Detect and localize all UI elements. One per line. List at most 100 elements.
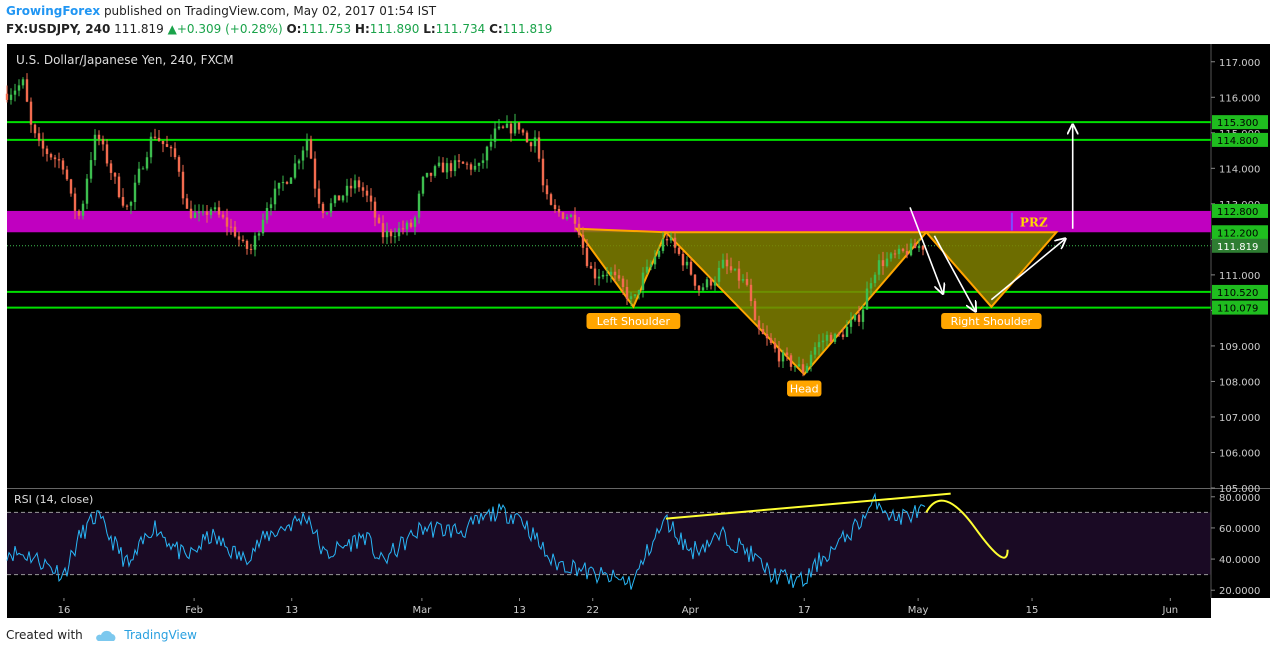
candle-body: [793, 366, 797, 368]
candle-body: [905, 251, 909, 256]
candle-body: [809, 354, 813, 366]
symbol-name[interactable]: FX:USDJPY, 240: [6, 22, 111, 36]
candle-body: [17, 85, 21, 91]
candle-body: [585, 247, 589, 266]
low-label: L:: [423, 22, 436, 36]
time-tick-label: 13: [285, 605, 298, 616]
candle-body: [57, 159, 61, 161]
candle-body: [901, 248, 905, 252]
candle-body: [413, 217, 417, 227]
candle-body: [257, 233, 261, 236]
candle-body: [773, 342, 777, 349]
candle-body: [713, 281, 717, 286]
candle-body: [373, 201, 377, 218]
candle-body: [865, 288, 869, 310]
candle-body: [589, 265, 593, 269]
right-shoulder-label: Right Shoulder: [951, 315, 1033, 328]
candle-body: [185, 198, 189, 209]
candle-body: [721, 259, 725, 268]
candle-body: [109, 163, 113, 173]
rsi-trendline[interactable]: [665, 492, 951, 520]
candle-body: [489, 141, 493, 147]
candle-body: [9, 94, 13, 100]
candle-body: [697, 285, 701, 291]
left-shoulder-label: Left Shoulder: [597, 315, 671, 328]
candle-body: [69, 179, 73, 194]
candle-body: [177, 157, 181, 172]
candle-body: [385, 230, 389, 238]
candle-body: [273, 188, 277, 205]
candle-body: [477, 162, 481, 166]
candle-body: [309, 139, 313, 159]
rsi-projection-curve[interactable]: [925, 499, 1009, 559]
zone-top-price-label: 112.800: [1217, 207, 1258, 218]
candle-body: [81, 203, 85, 216]
candle-body: [277, 182, 281, 189]
candle-body: [889, 253, 893, 259]
candle-body: [261, 219, 265, 234]
candle-body: [693, 274, 697, 286]
candle-body: [245, 240, 249, 249]
candle-body: [549, 194, 553, 205]
candle-body: [893, 253, 897, 255]
candle-body: [629, 296, 633, 300]
projection-arrow[interactable]: [909, 207, 943, 292]
time-tick-label: 22: [586, 605, 599, 616]
high-label: H:: [354, 22, 370, 36]
price-tick-label: 105.000: [1219, 484, 1260, 495]
up-triangle-icon: ▲: [167, 22, 177, 36]
candle-body: [85, 178, 89, 204]
candle-body: [225, 217, 229, 227]
chart-title: U.S. Dollar/Japanese Yen, 240, FXCM: [16, 53, 234, 67]
candle-body: [29, 101, 33, 125]
candle-body: [601, 274, 605, 277]
prz-annotation: PRZ: [1020, 216, 1048, 230]
publish-line: GrowingForex published on TradingView.co…: [6, 4, 436, 18]
chart-canvas[interactable]: U.S. Dollar/Japanese Yen, 240, FXCM 117.0…: [0, 42, 1270, 622]
candle-body: [217, 207, 221, 215]
candle-body: [729, 266, 733, 271]
author-link[interactable]: GrowingForex: [6, 4, 101, 18]
time-tick-label: Mar: [412, 605, 432, 616]
candle-body: [821, 340, 825, 343]
candle-body: [569, 214, 573, 218]
level-price-label-bg: [1212, 284, 1268, 299]
projection-arrow[interactable]: [933, 235, 975, 311]
candle-body: [573, 214, 577, 224]
candle-body: [637, 289, 641, 295]
candle-body: [5, 93, 9, 100]
prz-zone[interactable]: [7, 210, 1211, 233]
candle-body: [437, 162, 441, 167]
candle-body: [113, 172, 117, 177]
publish-info: published on TradingView.com, May 02, 20…: [103, 4, 437, 18]
right-shoulder-pattern[interactable]: [924, 231, 1059, 309]
candle-body: [253, 235, 257, 250]
candle-body: [661, 239, 665, 251]
candle-body: [141, 168, 145, 170]
candle-body: [885, 258, 889, 267]
candle-body: [877, 260, 881, 275]
rsi-line[interactable]: [6, 492, 926, 590]
candle-body: [817, 342, 821, 348]
candle-body: [397, 228, 401, 237]
candle-body: [129, 202, 133, 206]
candle-body: [689, 261, 693, 275]
candle-body: [369, 195, 373, 202]
candle-body: [197, 211, 201, 213]
candle-body: [429, 172, 433, 176]
time-tick-label: 15: [1026, 605, 1039, 616]
footer: Created with TradingView: [6, 628, 197, 642]
level-price-label: 110.079: [1217, 304, 1258, 315]
candle-body: [77, 210, 81, 216]
time-tick-label: May: [908, 605, 929, 616]
candle-body: [505, 123, 509, 128]
candle-body: [737, 268, 741, 281]
candle-body: [909, 243, 913, 256]
candle-body: [525, 132, 529, 143]
time-tick-label: Apr: [682, 605, 700, 616]
projection-arrow[interactable]: [990, 239, 1064, 301]
tradingview-link[interactable]: TradingView: [124, 628, 197, 642]
left-shoulder-pattern[interactable]: [574, 227, 668, 309]
candle-body: [537, 137, 541, 159]
candle-body: [633, 294, 637, 297]
